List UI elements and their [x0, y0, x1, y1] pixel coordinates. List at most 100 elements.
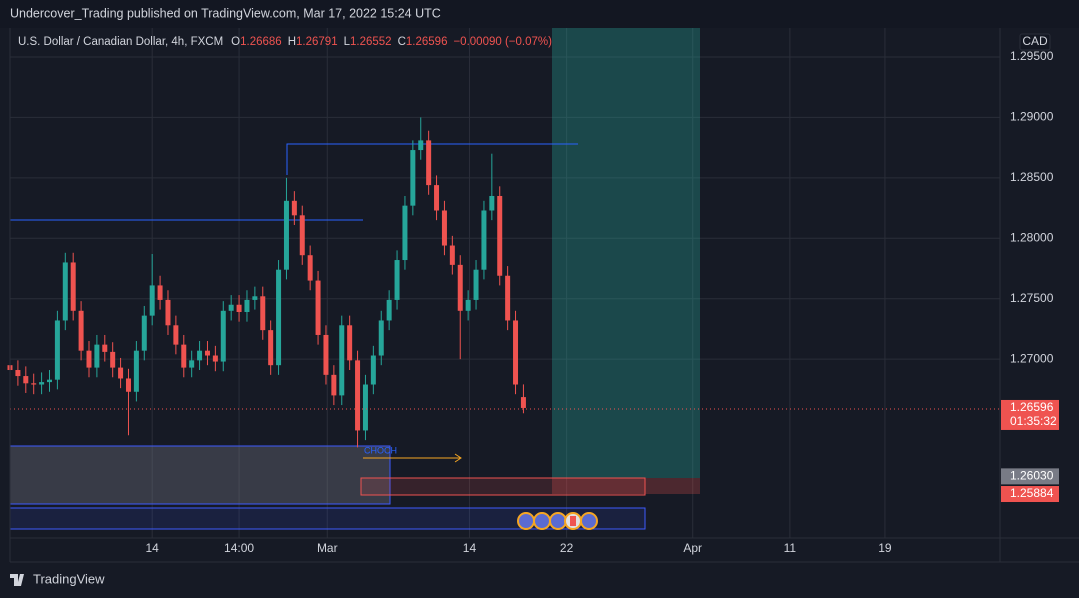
- x-tick-label: Mar: [317, 541, 338, 555]
- price-label: 1.26030: [1010, 469, 1054, 483]
- candle-body: [46, 379, 52, 383]
- event-icons: [517, 512, 598, 530]
- order-block: [360, 477, 646, 496]
- ohlc-value: 1.26596: [406, 36, 448, 48]
- candle-body: [244, 299, 250, 313]
- candle-body: [402, 205, 408, 261]
- symbol: U.S. Dollar / Canadian Dollar, 4h, FXCM: [18, 36, 223, 48]
- candle-body: [323, 334, 329, 375]
- x-tick-label: Apr: [683, 541, 702, 555]
- candle-body: [355, 360, 361, 431]
- y-tick-label: 1.27500: [1010, 291, 1054, 305]
- candle-body: [94, 344, 100, 368]
- ohlc-label: L: [344, 36, 351, 48]
- candle-body: [86, 350, 92, 368]
- currency: CAD: [1022, 34, 1048, 48]
- candle-body: [149, 285, 155, 316]
- candle-body: [204, 350, 210, 356]
- candle-body: [307, 255, 313, 281]
- candle-body: [133, 350, 139, 392]
- candle-body: [125, 378, 131, 392]
- candle-body: [70, 262, 76, 311]
- x-tick-label: 22: [560, 541, 574, 555]
- level-line: [286, 143, 578, 175]
- y-tick-label: 1.28500: [1010, 170, 1054, 184]
- countdown: 01:35:32: [1010, 414, 1057, 428]
- x-tick-label: 11: [784, 541, 797, 555]
- candle-body: [236, 304, 242, 313]
- axes: 1.27000 1.27500 1.28000 1.28500 1.29000 1.295…: [146, 49, 1059, 555]
- candle-body: [268, 330, 274, 366]
- candle-body: [410, 150, 416, 206]
- x-tick-label: 14:00: [224, 541, 254, 555]
- currency-badge: [1019, 33, 1051, 51]
- candle-body: [23, 376, 29, 384]
- candle-body: [426, 140, 432, 186]
- price-label-bg: [1001, 399, 1059, 430]
- top-bar: [0, 0, 1079, 28]
- candle-body: [197, 350, 203, 361]
- x-tick-label: 19: [878, 541, 892, 555]
- candle-body: [252, 296, 258, 300]
- candle-body: [489, 195, 495, 211]
- candle-body: [505, 275, 511, 321]
- price-label-bg: [1001, 468, 1059, 485]
- price-label-bg: [1001, 486, 1059, 503]
- candle-body: [102, 344, 108, 352]
- ohlc-value: 1.26686: [240, 36, 282, 48]
- symbol-legend: U.S. Dollar / Canadian Dollar, 4h, FXCM O…: [18, 36, 552, 48]
- annotation: CHOCH: [364, 445, 397, 455]
- candle-body: [181, 344, 187, 368]
- demand-zone: [9, 445, 391, 505]
- price-label: 1.26596: [1010, 400, 1054, 414]
- candle-body: [291, 200, 297, 216]
- candle-body: [189, 360, 195, 368]
- ohlc-value: 1.26791: [296, 36, 338, 48]
- candle-body: [339, 325, 345, 396]
- candle-body: [173, 325, 179, 345]
- candle-body: [165, 299, 171, 326]
- candle-body: [449, 245, 455, 265]
- candle-body: [473, 269, 479, 300]
- candle-body: [118, 367, 124, 379]
- candle-body: [457, 264, 463, 311]
- candle-body: [276, 269, 282, 366]
- candle-body: [331, 374, 337, 396]
- candle-body: [212, 355, 218, 362]
- x-tick-label: 14: [463, 541, 477, 555]
- y-tick-label: 1.29500: [1010, 49, 1054, 63]
- candle-body: [434, 185, 440, 211]
- x-tick-label: 14: [146, 541, 160, 555]
- candle-body: [362, 384, 368, 431]
- logo: TradingView: [33, 571, 105, 586]
- candle-body: [513, 320, 519, 385]
- candle-body: [481, 210, 487, 270]
- change: −0.00090 (−0.07%): [453, 36, 552, 48]
- candle-body: [283, 200, 289, 270]
- candle-body: [394, 260, 400, 300]
- candle-body: [15, 370, 21, 377]
- published-line: Undercover_Trading published on TradingV…: [10, 6, 441, 20]
- candle-body: [157, 285, 163, 300]
- ohlc-label: C: [398, 36, 406, 48]
- ohlc-label: O: [231, 36, 240, 48]
- candle-body: [228, 304, 234, 311]
- arrow-head: [454, 453, 462, 463]
- candle-body: [378, 320, 384, 356]
- candle-body: [62, 262, 68, 321]
- footer: TradingView: [10, 571, 105, 586]
- candle-body: [110, 351, 116, 368]
- candle-body: [386, 299, 392, 321]
- stop-zone: [552, 478, 700, 494]
- candle-body: [78, 310, 84, 351]
- candle-body: [347, 325, 353, 361]
- candle-body: [370, 355, 376, 385]
- candle-body: [418, 140, 424, 151]
- candle-body: [141, 315, 147, 351]
- candle-body: [520, 397, 526, 408]
- ohlc-value: 1.26552: [350, 36, 392, 48]
- candle-body: [220, 310, 226, 362]
- candle-body: [465, 299, 471, 311]
